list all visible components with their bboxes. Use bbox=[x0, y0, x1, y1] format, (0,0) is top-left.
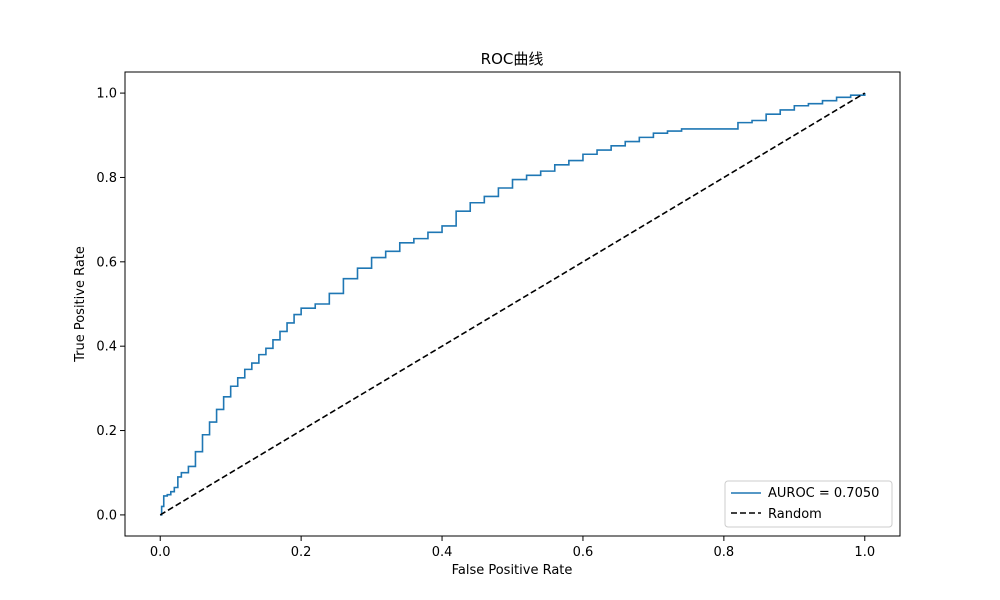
y-axis-label: True Positive Rate bbox=[73, 246, 88, 363]
x-tick-label: 0.6 bbox=[573, 545, 594, 560]
roc-curve-line bbox=[160, 93, 866, 516]
y-tick-label: 1.0 bbox=[96, 87, 117, 102]
x-tick-label: 0.8 bbox=[714, 545, 735, 560]
series-layer bbox=[159, 92, 866, 516]
y-tick-label: 0.4 bbox=[96, 340, 117, 355]
x-tick-label: 1.0 bbox=[854, 545, 875, 560]
x-axis-label: False Positive Rate bbox=[452, 563, 573, 578]
x-tick-label: 0.2 bbox=[291, 545, 312, 560]
plot-frame bbox=[124, 71, 901, 537]
y-tick-label: 0.6 bbox=[96, 255, 117, 270]
legend-label-random: Random bbox=[768, 507, 822, 522]
chart-title: ROC曲线 bbox=[481, 50, 544, 68]
random-baseline-line bbox=[159, 92, 866, 516]
y-tick-label: 0.0 bbox=[96, 508, 117, 523]
legend: AUROC = 0.7050 Random bbox=[724, 480, 893, 528]
ticks-layer: 0.0 0.2 0.4 0.6 0.8 1.0 0.0 0.2 0.4 0.6 0.8 1.0 bbox=[96, 87, 875, 560]
x-tick-label: 0.4 bbox=[432, 545, 453, 560]
y-tick-label: 0.8 bbox=[96, 171, 117, 186]
legend-label-auroc: AUROC = 0.7050 bbox=[768, 486, 879, 501]
x-tick-label: 0.0 bbox=[150, 545, 171, 560]
legend-box bbox=[724, 480, 893, 528]
y-tick-label: 0.2 bbox=[96, 424, 117, 439]
